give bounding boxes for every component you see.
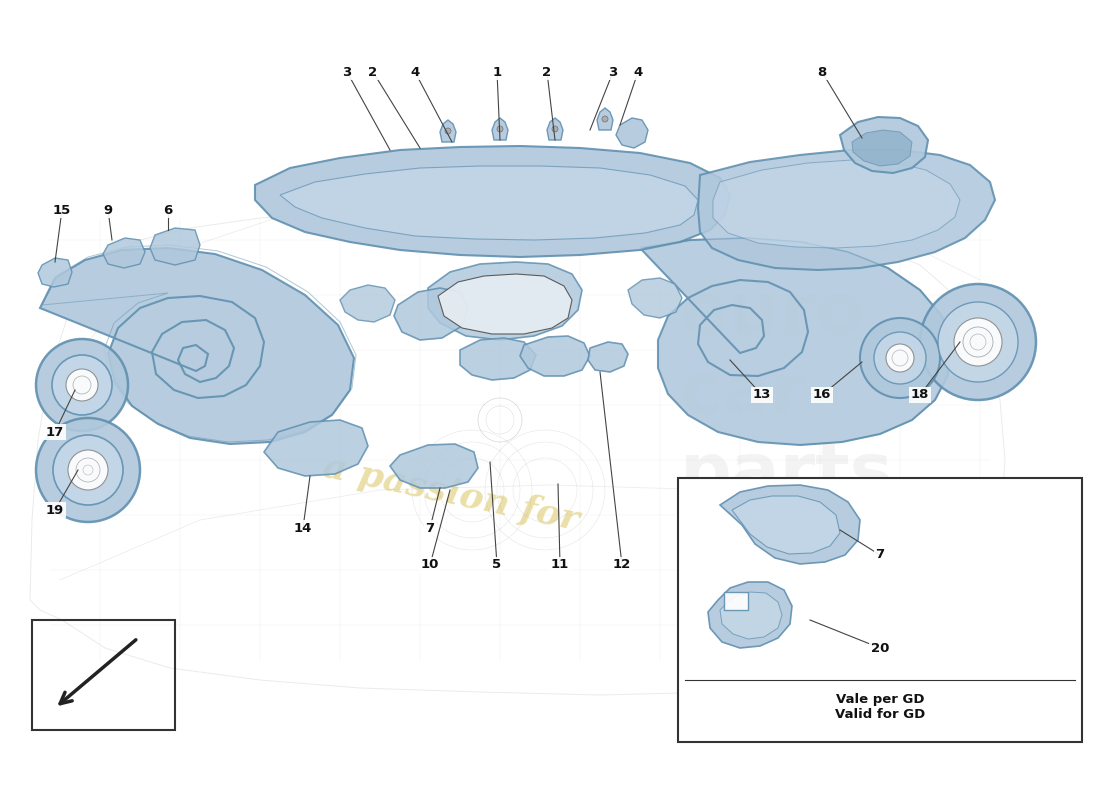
Polygon shape — [640, 238, 950, 445]
Polygon shape — [628, 278, 682, 318]
Circle shape — [66, 369, 98, 401]
Text: 6: 6 — [164, 203, 173, 217]
Polygon shape — [588, 342, 628, 372]
Text: 3: 3 — [342, 66, 352, 78]
Text: 12: 12 — [613, 558, 631, 571]
Polygon shape — [597, 108, 613, 130]
Polygon shape — [103, 238, 145, 268]
Circle shape — [920, 284, 1036, 400]
Text: 10: 10 — [421, 558, 439, 571]
Text: 15: 15 — [53, 203, 72, 217]
Text: 2: 2 — [368, 66, 377, 78]
Text: 17: 17 — [46, 426, 64, 438]
Polygon shape — [428, 262, 582, 340]
Text: 7: 7 — [426, 522, 434, 534]
Polygon shape — [720, 485, 860, 564]
Text: 5: 5 — [493, 558, 502, 571]
Text: 1: 1 — [493, 66, 502, 78]
Polygon shape — [150, 228, 200, 265]
Circle shape — [886, 344, 914, 372]
Text: Valid for GD: Valid for GD — [835, 709, 925, 722]
FancyBboxPatch shape — [724, 592, 748, 610]
Text: 2: 2 — [542, 66, 551, 78]
Circle shape — [36, 418, 140, 522]
Circle shape — [954, 318, 1002, 366]
Circle shape — [552, 126, 558, 132]
Text: 3: 3 — [608, 66, 617, 78]
Text: 20: 20 — [871, 642, 889, 654]
Text: 11: 11 — [551, 558, 569, 571]
Text: 14: 14 — [294, 522, 312, 534]
Circle shape — [53, 435, 123, 505]
Polygon shape — [616, 118, 648, 148]
Circle shape — [52, 355, 112, 415]
Circle shape — [68, 450, 108, 490]
Polygon shape — [698, 150, 996, 270]
Polygon shape — [255, 146, 730, 257]
FancyBboxPatch shape — [678, 478, 1082, 742]
Polygon shape — [732, 496, 840, 554]
Text: euro
car
parts: euro car parts — [680, 280, 893, 509]
Circle shape — [860, 318, 940, 398]
Polygon shape — [840, 117, 928, 173]
Circle shape — [36, 339, 128, 431]
Polygon shape — [280, 166, 698, 240]
Text: Vale per GD: Vale per GD — [836, 694, 924, 706]
Text: 18: 18 — [911, 389, 930, 402]
Text: 7: 7 — [876, 549, 884, 562]
Circle shape — [497, 126, 503, 132]
Text: a passion for: a passion for — [320, 450, 582, 537]
Polygon shape — [264, 420, 368, 476]
Polygon shape — [340, 285, 395, 322]
Polygon shape — [713, 160, 960, 248]
Polygon shape — [438, 274, 572, 334]
Circle shape — [938, 302, 1018, 382]
Text: 13: 13 — [752, 389, 771, 402]
Polygon shape — [720, 592, 782, 639]
Polygon shape — [390, 444, 478, 488]
Polygon shape — [492, 118, 508, 140]
Polygon shape — [520, 336, 590, 376]
Polygon shape — [40, 248, 354, 444]
Circle shape — [874, 332, 926, 384]
Text: 19: 19 — [46, 503, 64, 517]
Polygon shape — [852, 130, 912, 166]
Polygon shape — [460, 338, 536, 380]
Text: 4: 4 — [634, 66, 642, 78]
Text: 4: 4 — [410, 66, 419, 78]
Polygon shape — [708, 582, 792, 648]
Polygon shape — [394, 288, 468, 340]
Circle shape — [602, 116, 608, 122]
Text: 16: 16 — [813, 389, 832, 402]
Polygon shape — [440, 120, 456, 142]
Polygon shape — [547, 118, 563, 140]
Text: 9: 9 — [103, 203, 112, 217]
Polygon shape — [39, 258, 72, 287]
Circle shape — [446, 128, 451, 134]
Text: 8: 8 — [817, 66, 826, 78]
